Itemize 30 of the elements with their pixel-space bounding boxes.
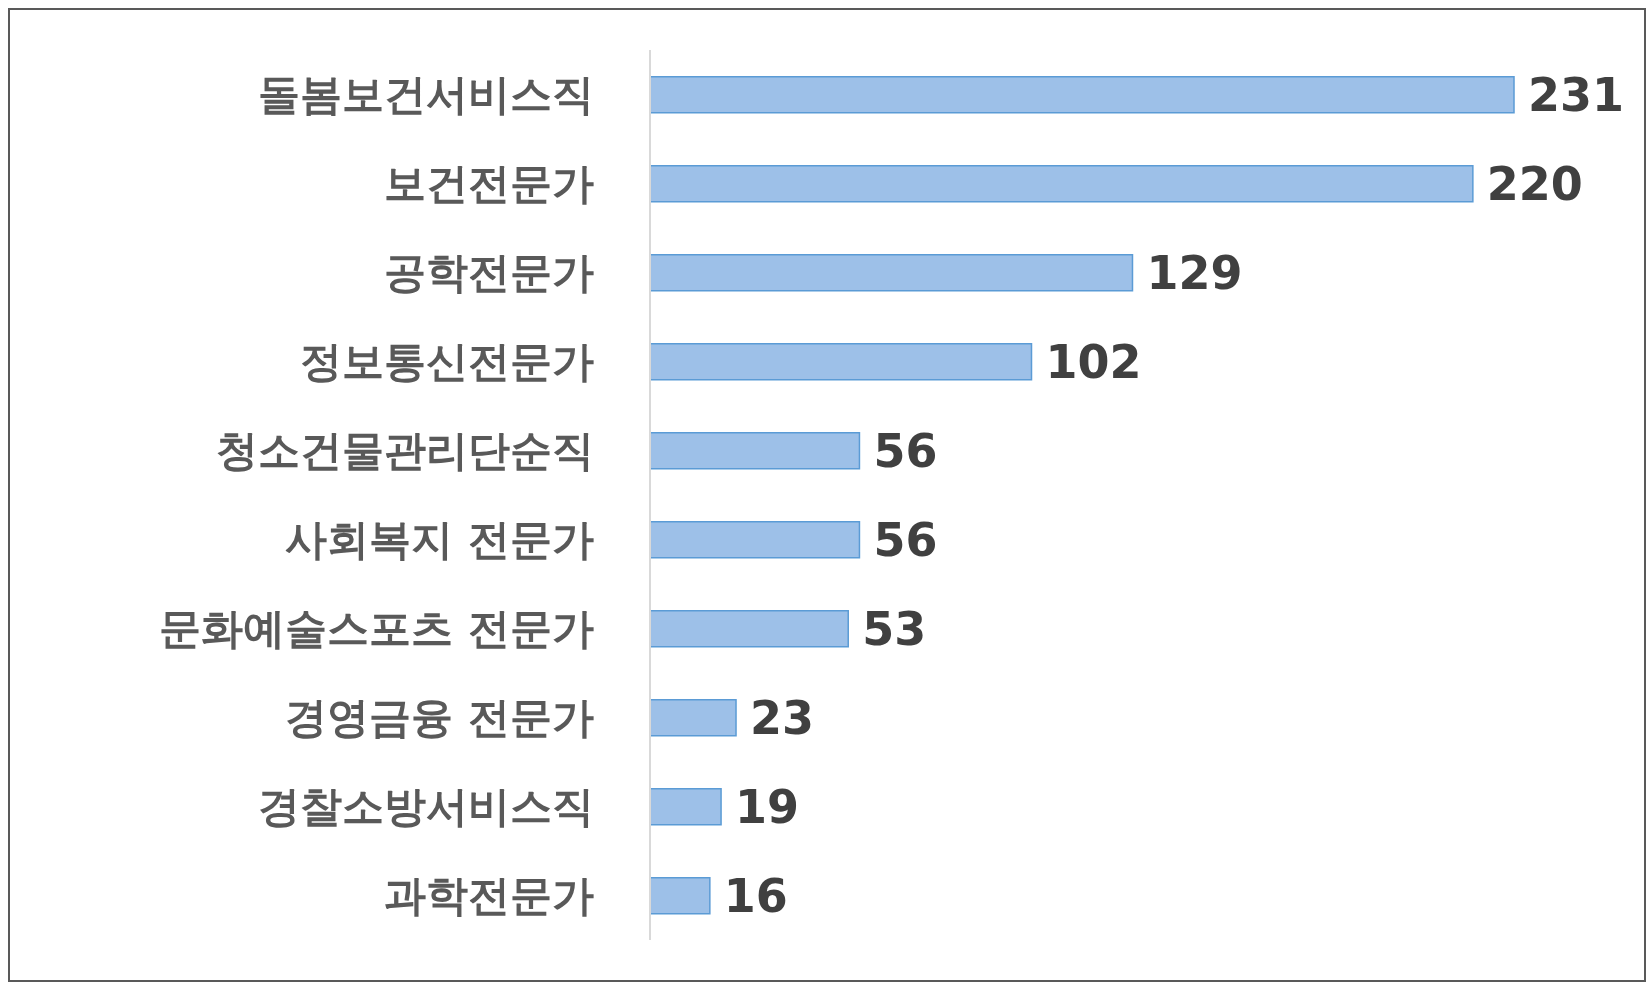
y-tick-label: 청소건물관리단순직 [216,426,594,476]
bar [649,75,1515,114]
bar [649,698,737,737]
bar [649,609,849,648]
data-label: 56 [873,424,938,479]
bar [649,520,861,559]
y-tick-label: 문화예술스포츠 전문가 [159,604,594,654]
data-label: 23 [750,691,815,746]
data-label: 19 [735,780,800,835]
bar [649,342,1033,381]
y-tick-label: 사회복지 전문가 [285,515,594,565]
bar [649,787,722,826]
bar [649,876,711,915]
y-tick-label: 경찰소방서비스직 [258,782,594,832]
y-tick-label: 돌봄보건서비스직 [258,70,594,120]
y-tick-label: 보건전문가 [384,159,594,209]
data-label: 53 [862,602,927,657]
y-tick-label: 경영금융 전문가 [285,693,594,743]
y-tick-label: 과학전문가 [384,871,594,921]
data-label: 102 [1045,335,1142,390]
data-label: 56 [873,513,938,568]
data-label: 16 [723,869,788,924]
bar [649,431,861,470]
bar [649,164,1474,203]
y-tick-label: 공학전문가 [384,248,594,298]
data-label: 129 [1146,246,1243,301]
bar [649,253,1134,292]
data-label: 220 [1486,157,1583,212]
y-tick-label: 정보통신전문가 [300,337,594,387]
data-label: 231 [1528,68,1625,123]
